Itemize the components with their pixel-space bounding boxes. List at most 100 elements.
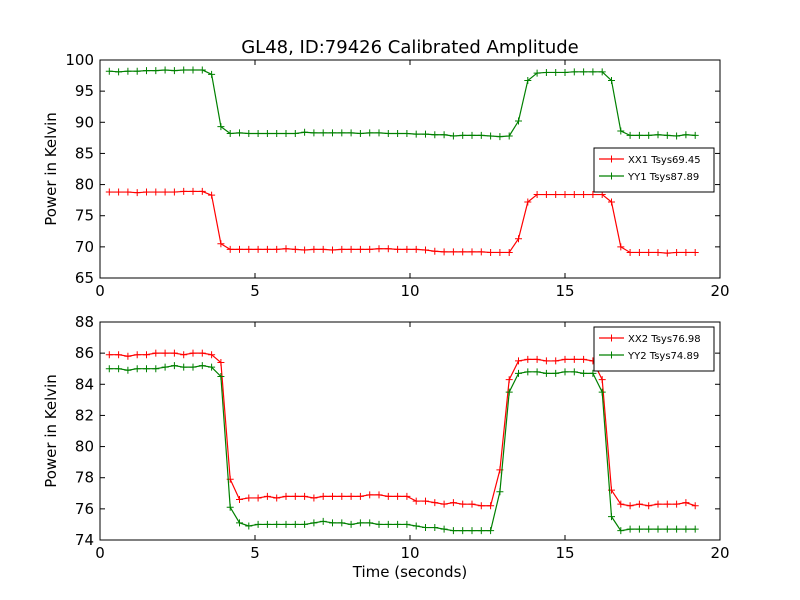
legend: XX1 Tsys69.45 YY1 Tsys87.89 <box>593 147 715 193</box>
data-point <box>542 369 550 377</box>
data-point <box>645 131 653 139</box>
data-point <box>691 248 699 256</box>
data-point <box>189 349 197 357</box>
data-point <box>152 67 160 75</box>
data-point <box>366 245 374 253</box>
data-point <box>552 369 560 377</box>
data-point <box>617 527 625 535</box>
data-point <box>422 524 429 532</box>
data-point <box>124 366 132 374</box>
data-point <box>691 131 699 139</box>
data-point <box>170 349 178 357</box>
data-point <box>431 131 439 139</box>
data-point <box>301 246 309 254</box>
data-point <box>682 131 690 139</box>
data-point <box>143 365 150 373</box>
data-point <box>124 188 132 196</box>
data-point <box>198 349 206 357</box>
data-point <box>533 191 541 199</box>
data-point <box>133 365 141 373</box>
legend: XX2 Tsys76.98 YY2 Tsys74.89 <box>593 326 715 372</box>
data-point <box>524 368 532 376</box>
data-point <box>208 363 216 371</box>
data-point <box>291 520 299 528</box>
data-point <box>115 68 123 76</box>
data-point <box>236 496 243 504</box>
data-point <box>384 520 392 528</box>
data-point <box>524 77 532 85</box>
y-tick-label: 95 <box>75 82 94 100</box>
data-point <box>533 69 541 77</box>
data-point <box>319 129 327 137</box>
data-point <box>403 492 411 500</box>
data-point <box>515 117 522 125</box>
legend-marker <box>608 334 615 342</box>
data-point <box>124 67 132 75</box>
data-point <box>496 248 504 256</box>
data-point <box>115 351 123 359</box>
data-point <box>617 127 625 135</box>
y-tick-label: 76 <box>75 500 94 518</box>
data-point <box>133 67 141 75</box>
data-point <box>654 500 662 508</box>
data-point <box>282 492 290 500</box>
data-point <box>394 520 402 528</box>
data-point <box>645 502 653 510</box>
data-point <box>691 502 699 510</box>
data-point <box>487 248 495 256</box>
data-point <box>449 527 457 535</box>
legend-entry: XX2 Tsys76.98 <box>599 334 701 345</box>
data-point <box>440 500 448 508</box>
data-point <box>236 519 243 527</box>
data-point <box>449 248 457 256</box>
data-point <box>645 525 653 533</box>
data-point <box>459 131 467 139</box>
x-tick-label: 10 <box>400 544 419 562</box>
y-tick-label: 70 <box>75 238 94 256</box>
data-point <box>487 502 495 510</box>
data-point <box>347 245 355 253</box>
data-point <box>645 248 653 256</box>
data-point <box>477 248 485 256</box>
data-point <box>338 129 346 137</box>
data-point <box>449 132 457 140</box>
data-point <box>375 520 383 528</box>
data-point <box>226 503 234 511</box>
data-point <box>412 130 420 138</box>
data-point <box>143 351 150 359</box>
series-line <box>109 364 696 532</box>
data-point <box>236 245 243 253</box>
data-point <box>152 349 160 357</box>
y-tick-label: 84 <box>75 375 94 393</box>
y-tick-label: 80 <box>75 176 94 194</box>
data-point <box>347 129 355 137</box>
data-point <box>105 188 113 196</box>
data-point <box>208 351 216 359</box>
data-point <box>180 363 188 371</box>
data-point <box>552 357 560 365</box>
data-point <box>515 369 522 377</box>
data-point <box>226 129 234 137</box>
data-point <box>580 355 588 363</box>
data-point <box>468 527 476 535</box>
data-point <box>580 191 588 199</box>
y-tick-label: 78 <box>75 469 94 487</box>
data-point <box>608 513 615 521</box>
data-point <box>133 189 141 197</box>
legend-marker <box>608 351 615 359</box>
data-point <box>459 527 467 535</box>
data-point <box>440 525 448 533</box>
data-point <box>143 188 150 196</box>
data-point <box>431 499 439 507</box>
data-point <box>394 492 402 500</box>
data-point <box>105 351 113 359</box>
data-point <box>245 129 253 137</box>
data-point <box>440 131 448 139</box>
y-tick-label: 90 <box>75 113 94 131</box>
data-point <box>384 492 392 500</box>
data-point <box>161 363 169 371</box>
data-point <box>254 245 262 253</box>
data-point <box>375 245 383 253</box>
data-point <box>580 68 588 76</box>
